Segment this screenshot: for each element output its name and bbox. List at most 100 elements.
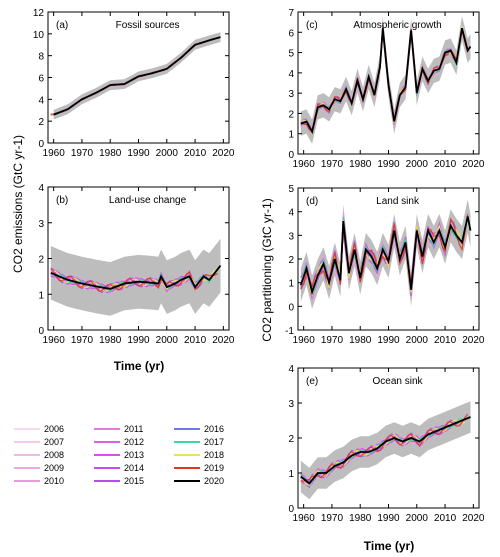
y-tick-label: 0 (38, 139, 44, 150)
legend-swatch (174, 480, 200, 482)
x-tick-label: 1990 (127, 148, 150, 159)
series-line-2018 (50, 269, 216, 292)
legend-swatch (14, 454, 40, 456)
legend-label: 2006 (44, 424, 65, 434)
x-tick-label: 2020 (212, 335, 235, 346)
x-tick-label: 2010 (434, 335, 457, 346)
legend-label: 2017 (204, 437, 225, 447)
x-tick-label: 1980 (349, 513, 372, 524)
legend-label: 2014 (124, 463, 145, 473)
uncertainty-band (53, 32, 221, 120)
y-tick-label: 4 (38, 183, 44, 194)
right-y-axis-label: CO2 partitioning (GtC yr-1) (260, 198, 274, 341)
y-tick-label: 0 (288, 150, 294, 161)
x-tick-label: 1970 (321, 335, 344, 346)
x-tick-label: 2000 (156, 335, 179, 346)
series-line-2020 (300, 27, 472, 135)
x-tick-label: 1980 (99, 335, 122, 346)
y-tick-label: 4 (288, 364, 294, 375)
panel-d: -1 0 1 2 3 4 5 1960 1970 1980 1990 2000 2010 2020 (d) L… (285, 184, 485, 346)
y-tick-label: 2 (38, 117, 44, 128)
x-tick-label: 1960 (43, 335, 66, 346)
x-tick-label: 2020 (462, 513, 485, 524)
x-tick-label: 1960 (293, 513, 316, 524)
y-tick-label: 6 (38, 74, 44, 85)
legend-label: 2009 (44, 463, 65, 473)
y-tick-label: 2 (288, 109, 294, 120)
y-tick-label: 5 (288, 184, 294, 195)
x-tick-label: 2000 (406, 335, 429, 346)
series-line-2020 (53, 36, 221, 116)
x-tick-label: 1960 (293, 335, 316, 346)
panel-title: Land-use change (109, 195, 187, 206)
panel-label: (c) (306, 20, 318, 31)
y-tick-label: 2 (38, 255, 44, 266)
y-tick-label: 0 (288, 302, 294, 313)
panel-title: Land sink (376, 196, 420, 207)
legend-label: 2019 (204, 463, 225, 473)
y-tick-label: 12 (33, 8, 45, 19)
x-tick-label: 2020 (462, 335, 485, 346)
x-tick-label: 2000 (156, 148, 179, 159)
x-tick-label: 2010 (434, 513, 457, 524)
legend-label: 2015 (124, 476, 145, 486)
x-tick-label: 2010 (184, 335, 207, 346)
x-tick-label: 1980 (349, 335, 372, 346)
legend-label: 2013 (124, 450, 145, 460)
legend-swatch (14, 441, 40, 443)
x-tick-label: 1960 (293, 159, 316, 170)
y-tick-label: 1 (38, 290, 44, 301)
legend-swatch (94, 428, 120, 430)
x-tick-label: 2020 (212, 148, 235, 159)
x-tick-label: 1970 (321, 513, 344, 524)
y-tick-label: 10 (33, 30, 45, 41)
uncertainty-band (300, 401, 471, 500)
legend-label: 2011 (124, 424, 144, 434)
y-tick-label: 4 (288, 69, 294, 80)
x-tick-label: 2020 (462, 159, 485, 170)
panel-a: 0 2 4 6 8 10 12 1960 1970 1980 1990 2000 2010 2020 (a)… (33, 8, 235, 159)
panel-c: 0 1 2 3 4 5 6 7 1960 1970 1980 1990 2000 2010 2020 (c) A… (288, 8, 484, 170)
legend-label: 2020 (204, 476, 225, 486)
x-tick-label: 2010 (184, 148, 207, 159)
panel-b: 0 1 2 3 4 1960 1970 1980 1990 2000 2010 2020 (b) Land… (38, 183, 234, 346)
y-tick-label: 0 (38, 326, 44, 337)
uncertainty-band (50, 238, 221, 316)
y-tick-label: 8 (38, 52, 44, 63)
x-tick-label: 1980 (349, 159, 372, 170)
x-tick-label: 1980 (99, 148, 122, 159)
y-tick-label: 6 (288, 28, 294, 39)
legend-swatch (174, 428, 200, 430)
legend-label: 2008 (44, 450, 65, 460)
legend-swatch (14, 428, 40, 430)
x-tick-label: 2010 (434, 159, 457, 170)
left-x-axis-label: Time (yr) (114, 359, 164, 373)
legend-swatch (174, 454, 200, 456)
panel-title: Ocean sink (373, 376, 424, 387)
y-tick-label: 3 (288, 231, 294, 242)
y-tick-label: 3 (38, 219, 44, 230)
y-tick-label: 0 (288, 504, 294, 515)
x-tick-label: 1970 (321, 159, 344, 170)
x-tick-label: 2000 (406, 159, 429, 170)
panel-label: (e) (306, 376, 318, 387)
legend-label: 2018 (204, 450, 225, 460)
x-tick-label: 1970 (71, 148, 94, 159)
y-tick-label: 3 (288, 399, 294, 410)
panel-label: (d) (306, 196, 318, 207)
x-tick-label: 1990 (377, 335, 400, 346)
series-line-2020 (299, 216, 472, 296)
legend-label: 2007 (44, 437, 65, 447)
y-tick-label: 4 (38, 95, 44, 106)
panel-label: (a) (56, 20, 68, 31)
legend-swatch (94, 454, 120, 456)
legend-swatch (174, 467, 200, 469)
y-tick-label: 7 (288, 8, 294, 19)
y-tick-label: 4 (288, 208, 294, 219)
legend: 2006 2007 2008 2009 2010 2011 2012 2013 2014 2015… (14, 423, 244, 553)
uncertainty-band (300, 16, 471, 144)
legend-swatch (94, 480, 120, 482)
x-tick-label: 2000 (406, 513, 429, 524)
